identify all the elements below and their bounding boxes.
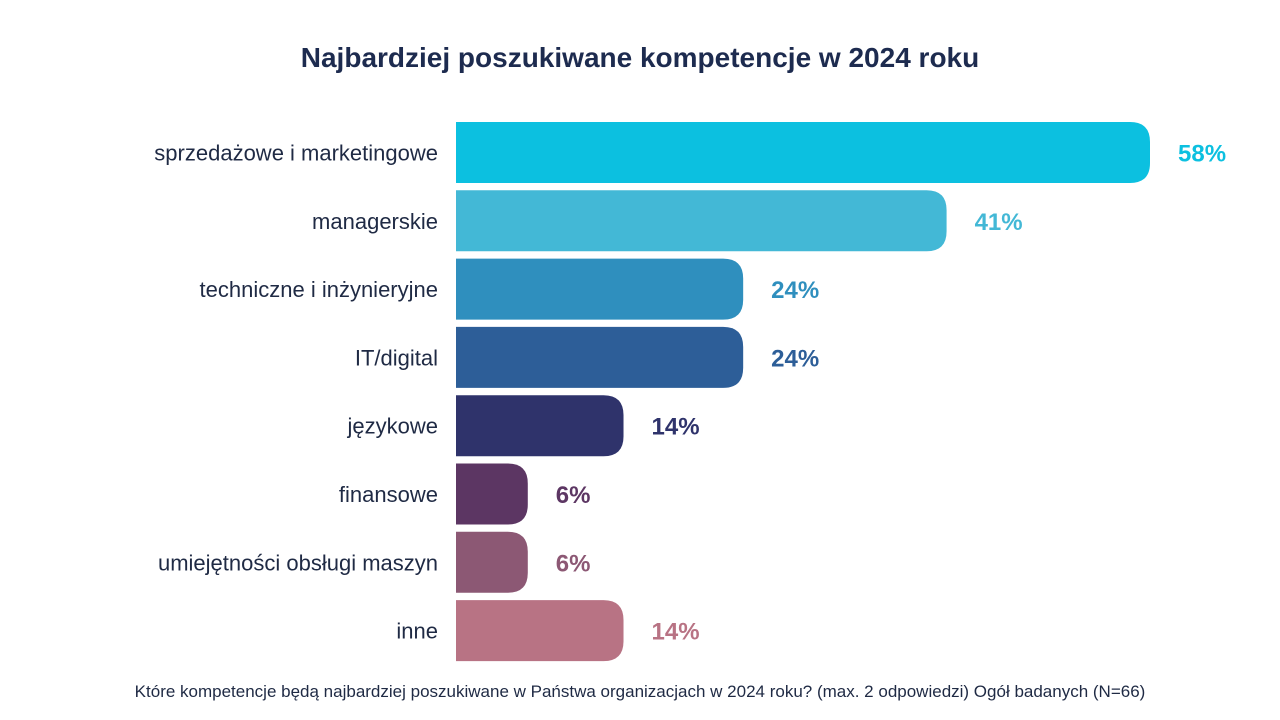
category-label: inne: [396, 619, 438, 644]
value-label: 24%: [771, 277, 819, 304]
category-label: sprzedażowe i marketingowe: [154, 141, 438, 166]
value-label: 14%: [652, 414, 700, 441]
bar-5: [456, 463, 528, 525]
category-label: umiejętności obsługi maszyn: [158, 550, 438, 575]
bar-0: [456, 122, 1150, 183]
value-label: 41%: [975, 209, 1023, 236]
bar-1: [456, 190, 947, 252]
value-label: 6%: [556, 550, 591, 577]
chart-title: Najbardziej poszukiwane kompetencje w 20…: [300, 42, 980, 73]
bar-chart: sprzedażowe i marketingowe 58% managerskie…: [154, 122, 1226, 662]
footnote: Które kompetencje będą najbardziej poszu…: [134, 682, 1146, 701]
value-label: 6%: [556, 482, 591, 509]
bar-6: [456, 531, 528, 593]
value-label: 14%: [652, 619, 700, 646]
bar-4: [456, 395, 624, 457]
bar-2: [456, 258, 744, 320]
bars-layer: sprzedażowe i marketingowe 58% managerskie…: [154, 122, 1226, 662]
category-label: finansowe: [339, 482, 438, 507]
bar-3: [456, 326, 744, 388]
category-label: językowe: [347, 414, 438, 439]
value-label: 58%: [1178, 141, 1226, 168]
value-label: 24%: [771, 345, 819, 372]
category-label: managerskie: [312, 209, 438, 234]
category-label: techniczne i inżynieryjne: [200, 277, 438, 302]
bar-7: [456, 600, 624, 662]
category-label: IT/digital: [355, 345, 438, 370]
